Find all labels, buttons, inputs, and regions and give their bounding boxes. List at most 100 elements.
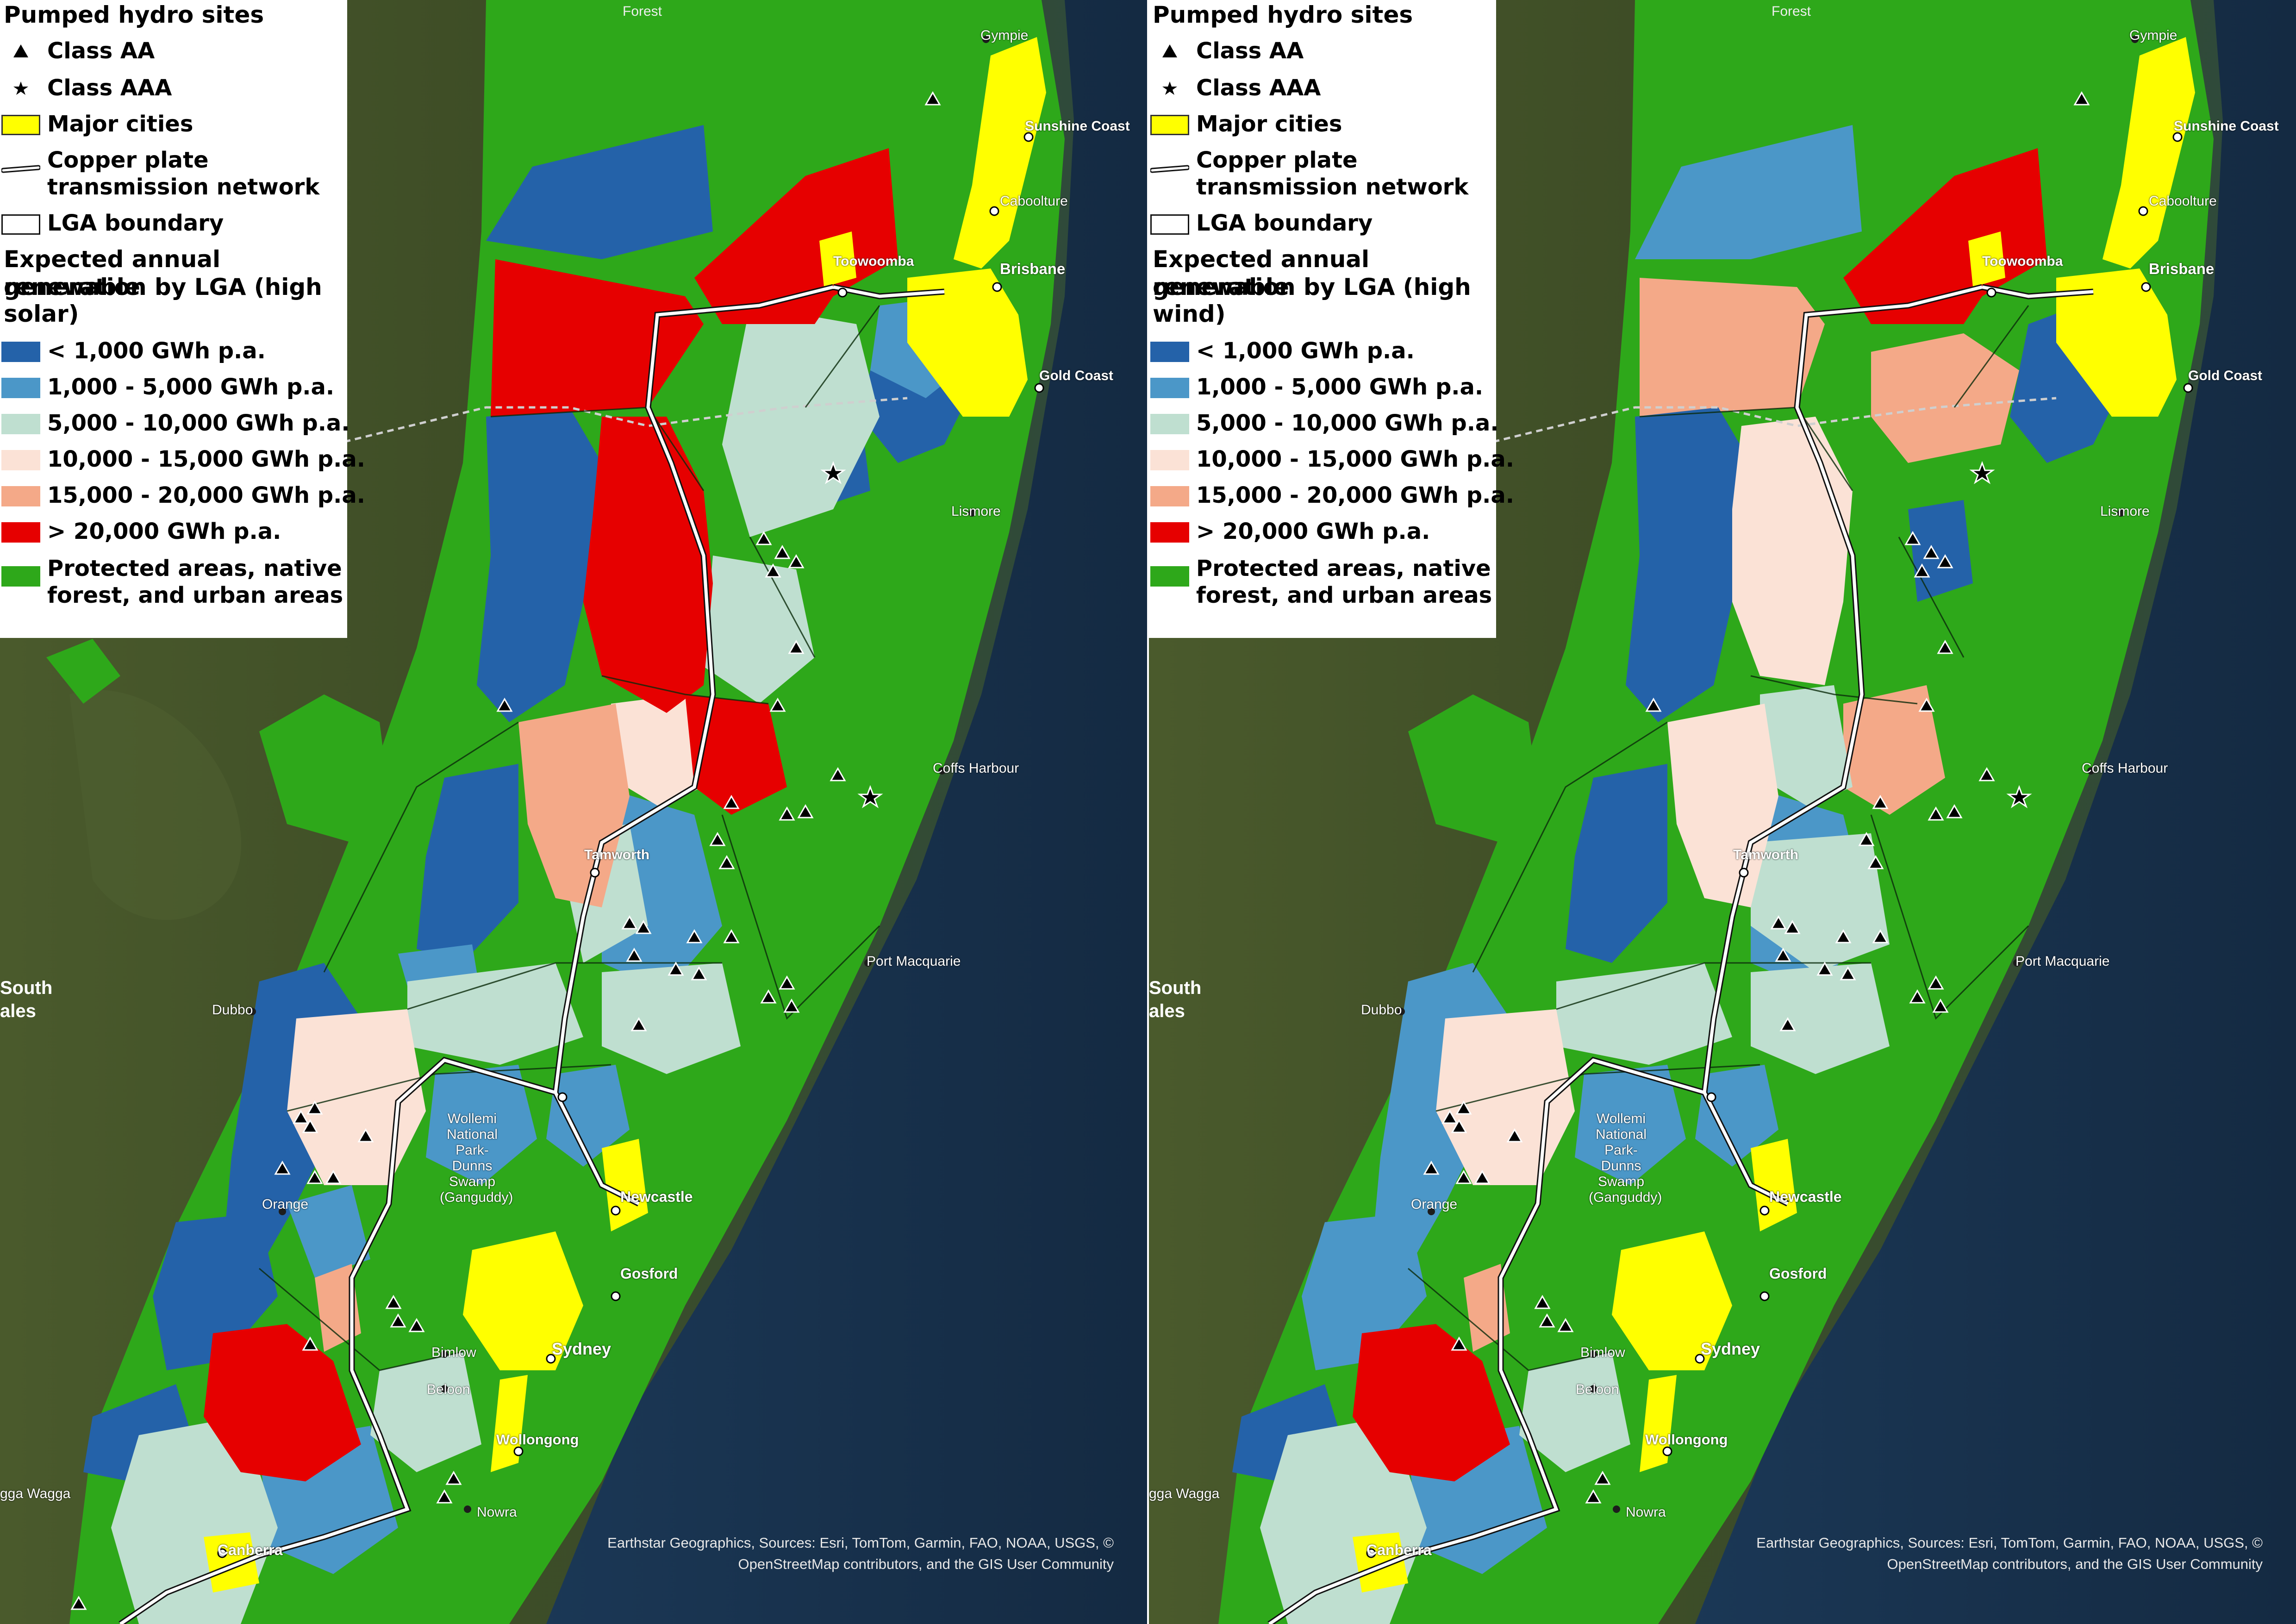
label-caboolture: Caboolture: [2149, 194, 2217, 209]
legend-copper-plate-2: transmission network: [47, 174, 320, 200]
place-labels: Forest Gympie Sunshine Coast Caboolture …: [1149, 0, 2296, 1624]
lga-class-5: [1640, 278, 1825, 417]
label-sydney: Sydney: [552, 1339, 611, 1358]
label-sydney: Sydney: [1701, 1339, 1760, 1358]
label-brisbane: Brisbane: [1000, 260, 1066, 277]
legend-expected-1: Expected annual renewable: [4, 246, 221, 300]
protected-swatch: [1149, 562, 1191, 590]
label-beloon: Beloon: [427, 1382, 470, 1397]
legend-class-1: < 1,000 GWh p.a.: [1196, 338, 1415, 364]
legend-class-1: < 1,000 GWh p.a.: [47, 338, 266, 364]
class-aa-symbol: [0, 38, 42, 64]
label-bimlow: Bimlow: [1580, 1345, 1625, 1360]
legend-lga-boundary: LGA boundary: [1196, 210, 1373, 236]
label-orange: Orange: [1411, 1197, 1458, 1212]
legend-title-pumped-hydro: Pumped hydro sites: [4, 1, 264, 28]
label-port-macquarie: Port Macquarie: [2015, 954, 2110, 969]
transmission-swatch: [1149, 155, 1191, 183]
class-swatch-3: [1149, 410, 1191, 438]
label-dubbo: Dubbo: [1361, 1002, 1402, 1018]
lga-boundaries: [1408, 305, 2029, 1371]
legend-protected-1: Protected areas, native: [47, 556, 342, 581]
class-swatch-1: [0, 338, 42, 366]
legend-protected-1: Protected areas, native: [1196, 556, 1491, 581]
label-wales-fragment: ales: [1149, 1001, 1185, 1021]
legend-class-6: > 20,000 GWh p.a.: [1196, 518, 1430, 544]
attribution: Earthstar Geographics, Sources: Esri, To…: [1756, 1535, 2263, 1572]
label-south: South: [1149, 978, 1202, 998]
class-swatch-6: [1149, 518, 1191, 546]
lga-class-1: [1626, 407, 1751, 722]
legend-scenario: solar): [4, 300, 79, 327]
legend-class-2: 1,000 - 5,000 GWh p.a.: [1196, 374, 1484, 400]
attribution: Earthstar Geographics, Sources: Esri, To…: [607, 1535, 1114, 1572]
map-panel-high-solar: Forest Gympie Sunshine Coast Caboolture …: [0, 0, 1147, 1624]
place-labels: Forest Gympie Sunshine Coast Caboolture …: [0, 0, 1147, 1624]
label-gympie: Gympie: [2129, 28, 2177, 43]
legend-class-aa: Class AA: [47, 38, 155, 64]
label-bimlow: Bimlow: [431, 1345, 476, 1360]
class-swatch-6: [0, 518, 42, 546]
legend-expected-2: generation by LGA (high: [4, 274, 322, 300]
legend-class-5: 15,000 - 20,000 GWh p.a.: [47, 482, 365, 508]
label-coffs-harbour: Coffs Harbour: [933, 761, 1019, 776]
class-swatch-5: [1149, 482, 1191, 510]
legend-class-aaa: Class AAA: [1196, 75, 1321, 101]
label-orange: Orange: [262, 1197, 309, 1212]
map-canvas: [0, 0, 1147, 1624]
class-swatch-1: [1149, 338, 1191, 366]
label-tamworth: Tamworth: [584, 847, 650, 862]
lga-class-3: [722, 306, 880, 537]
legend-class-4: 10,000 - 15,000 GWh p.a.: [47, 446, 365, 472]
legend-class-aaa: Class AAA: [47, 75, 172, 101]
protected-swatch: [0, 562, 42, 590]
label-lismore: Lismore: [2100, 504, 2150, 519]
label-brisbane: Brisbane: [2149, 260, 2215, 277]
label-lismore: Lismore: [951, 504, 1001, 519]
label-wollemi: Wollemi National Park-Dunns Swamp (Ganguddy): [1589, 1111, 1662, 1205]
transmission-swatch: [0, 155, 42, 183]
legend: Pumped hydro sites Class AA Class AAA Ma…: [0, 0, 365, 638]
label-sunshine-coast: Sunshine Coast: [2174, 119, 2279, 134]
label-south: South: [0, 978, 53, 998]
legend-class-2: 1,000 - 5,000 GWh p.a.: [47, 374, 335, 400]
label-wales-fragment: ales: [0, 1001, 36, 1021]
label-wollongong: Wollongong: [1645, 1431, 1728, 1448]
label-nowra: Nowra: [477, 1505, 517, 1520]
legend-class-aa: Class AA: [1196, 38, 1304, 64]
class-swatch-2: [1149, 374, 1191, 402]
transmission-network: [1267, 284, 2094, 1624]
label-newcastle: Newcastle: [620, 1188, 693, 1205]
legend-lga-boundary: LGA boundary: [47, 210, 224, 236]
major-cities-swatch: [0, 111, 42, 139]
label-dubbo: Dubbo: [212, 1002, 253, 1018]
class-aaa-symbol: [0, 75, 42, 101]
lga-class-1: [486, 125, 713, 259]
label-forest: Forest: [1772, 4, 1811, 19]
label-tamworth: Tamworth: [1733, 847, 1799, 862]
label-wagga: gga Wagga: [1149, 1486, 1220, 1501]
lga-boundary-swatch: [1149, 211, 1191, 238]
label-forest: Forest: [623, 4, 662, 19]
label-wollongong: Wollongong: [496, 1431, 579, 1448]
label-newcastle: Newcastle: [1769, 1188, 1842, 1205]
legend-title-pumped-hydro: Pumped hydro sites: [1153, 1, 1413, 28]
label-gold-coast: Gold Coast: [1039, 368, 1114, 383]
transmission-network: [119, 284, 945, 1624]
legend-copper-plate-2: transmission network: [1196, 174, 1469, 200]
legend-class-3: 5,000 - 10,000 GWh p.a.: [1196, 410, 1499, 436]
legend-class-4: 10,000 - 15,000 GWh p.a.: [1196, 446, 1514, 472]
label-toowoomba: Toowoomba: [833, 254, 914, 269]
label-caboolture: Caboolture: [1000, 194, 1068, 209]
lga-class-3: [1760, 685, 1853, 806]
legend-protected-2: forest, and urban areas: [1196, 582, 1492, 608]
lga-class-4: [1732, 417, 1853, 685]
legend-class-6: > 20,000 GWh p.a.: [47, 518, 281, 544]
map-panel-high-wind: Forest Gympie Sunshine Coast Caboolture …: [1149, 0, 2296, 1624]
label-beloon: Beloon: [1576, 1382, 1619, 1397]
class-swatch-3: [0, 410, 42, 438]
label-gympie: Gympie: [980, 28, 1029, 43]
legend-major-cities: Major cities: [47, 111, 193, 137]
label-gosford: Gosford: [1769, 1265, 1827, 1282]
